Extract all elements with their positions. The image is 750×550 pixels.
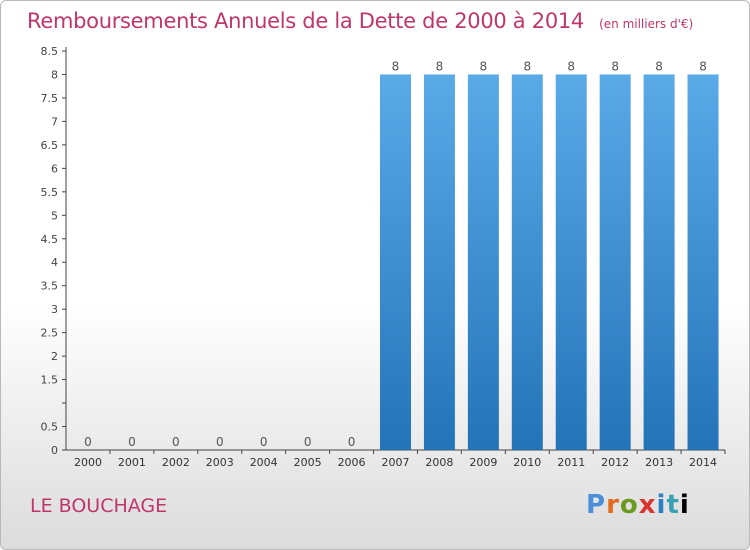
y-tick-label: 0 <box>51 444 58 457</box>
bar <box>643 74 675 451</box>
y-tick-label: 3.5 <box>41 280 59 293</box>
x-tick-label: 2006 <box>338 456 366 469</box>
x-tick-label: 2012 <box>601 456 629 469</box>
data-label: 8 <box>523 59 531 73</box>
bar <box>555 74 587 451</box>
logo-letter: o <box>619 490 639 520</box>
logo-letter: P <box>586 490 607 520</box>
x-tick-label: 2009 <box>469 456 497 469</box>
logo-letter: i <box>679 490 690 520</box>
x-tick-label: 2000 <box>74 456 102 469</box>
y-tick-label: 5 <box>51 209 58 222</box>
logo-letter: x <box>638 490 657 520</box>
y-tick-label: 6.5 <box>41 139 59 152</box>
data-label: 0 <box>128 435 136 449</box>
y-tick-label: 4 <box>51 256 58 269</box>
chart-title-main: Remboursements Annuels de la Dette de 20… <box>27 9 584 33</box>
data-label: 8 <box>480 59 488 73</box>
logo-letter: r <box>606 490 620 520</box>
data-label: 0 <box>216 435 224 449</box>
x-tick-label: 2002 <box>162 456 190 469</box>
data-label: 0 <box>304 435 312 449</box>
bar <box>380 74 411 451</box>
y-tick-label: 7 <box>51 115 58 128</box>
y-tick-label: 6 <box>51 162 58 175</box>
bar <box>687 74 719 451</box>
x-tick-label: 2007 <box>382 456 410 469</box>
chart-title: Remboursements Annuels de la Dette de 20… <box>27 9 693 33</box>
data-label: 0 <box>84 435 92 449</box>
x-tick-label: 2011 <box>557 456 585 469</box>
proxiti-logo: Proxiti <box>586 490 690 520</box>
x-tick-label: 2014 <box>689 456 717 469</box>
data-label: 8 <box>699 59 707 73</box>
x-tick-label: 2001 <box>118 456 146 469</box>
bar <box>467 74 499 451</box>
x-tick-label: 2005 <box>294 456 322 469</box>
y-tick-label: 8.5 <box>41 45 59 58</box>
x-tick-label: 2003 <box>206 456 234 469</box>
data-label: 0 <box>172 435 180 449</box>
data-label: 8 <box>436 59 444 73</box>
y-tick-label: 5.5 <box>41 186 59 199</box>
bar <box>511 74 543 451</box>
x-tick-label: 2008 <box>425 456 453 469</box>
logo-letter: t <box>666 490 680 520</box>
y-tick-label: 4.5 <box>41 233 59 246</box>
x-tick-label: 2013 <box>645 456 673 469</box>
x-tick-label: 2010 <box>513 456 541 469</box>
y-tick-label: 1.5 <box>41 374 59 387</box>
y-tick-label: 7.5 <box>41 92 59 105</box>
data-label: 0 <box>260 435 268 449</box>
y-tick-label: 3 <box>51 303 58 316</box>
data-label: 8 <box>567 59 575 73</box>
data-label: 0 <box>348 435 356 449</box>
bar <box>423 74 455 451</box>
x-tick-label: 2004 <box>250 456 278 469</box>
data-label: 8 <box>392 59 400 73</box>
y-tick-label: 2.5 <box>41 327 59 340</box>
y-tick-label: 8 <box>51 68 58 81</box>
commune-name: LE BOUCHAGE <box>30 495 168 517</box>
logo-letter: i <box>656 490 667 520</box>
y-tick-label: 0.5 <box>41 421 59 434</box>
data-label: 8 <box>611 59 619 73</box>
y-tick-label: 2 <box>51 350 58 363</box>
bar <box>599 74 631 451</box>
data-label: 8 <box>655 59 663 73</box>
chart-subtitle: (en milliers d'€) <box>599 17 694 31</box>
